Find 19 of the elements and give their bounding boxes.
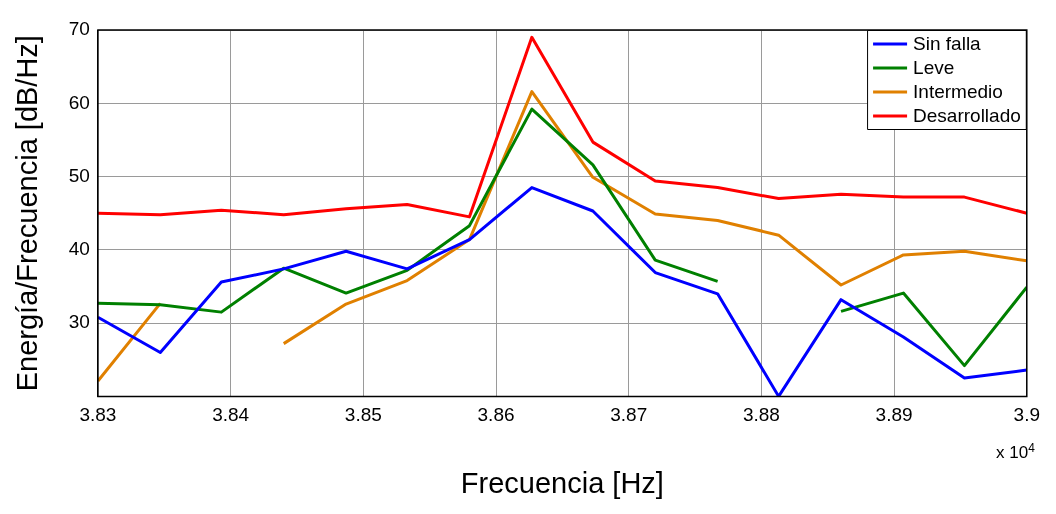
x-axis-title: Frecuencia [Hz]	[460, 466, 664, 499]
x-tick-label: 3.84	[212, 404, 250, 426]
x-tick-label: 3.9	[1013, 404, 1040, 426]
legend-label: Desarrollado	[913, 105, 1021, 127]
legend-label: Intermedio	[913, 81, 1003, 103]
x-tick-label: 3.87	[610, 404, 648, 426]
legend-label: Leve	[913, 57, 955, 79]
x-tick-label: 3.89	[875, 404, 913, 426]
y-tick-label: 70	[68, 18, 90, 40]
y-tick-label: 60	[68, 91, 90, 113]
y-tick-label: 40	[68, 238, 90, 260]
x-tick-label: 3.83	[79, 404, 117, 426]
x-tick-label: 3.88	[742, 404, 780, 426]
x-tick-label: 3.86	[477, 404, 515, 426]
y-tick-label: 50	[68, 164, 90, 186]
x-tick-label: 3.85	[344, 404, 382, 426]
legend-label: Sin falla	[913, 33, 982, 55]
y-axis-title: Energía/Frecuencia [dB/Hz]	[11, 35, 44, 392]
y-tick-label: 30	[68, 311, 90, 333]
